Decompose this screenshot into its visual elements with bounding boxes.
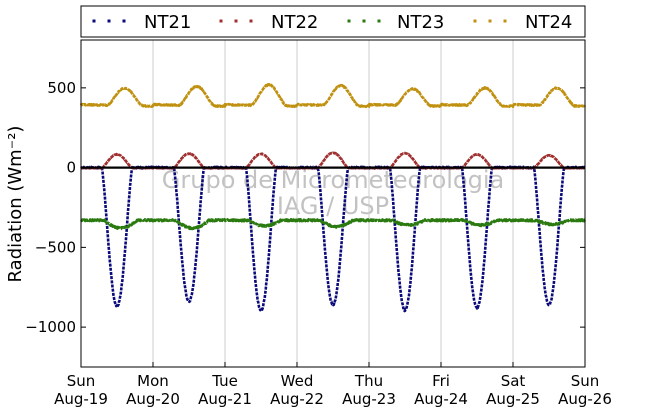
legend-marker xyxy=(377,19,381,23)
legend-marker xyxy=(503,19,507,23)
x-tick-label-day: Sat xyxy=(501,372,526,390)
watermark-line-1: Grupo de Micrometeorologia xyxy=(162,166,504,194)
legend-marker xyxy=(107,19,111,23)
x-tick-label-day: Tue xyxy=(211,372,238,390)
x-tick-label-date: Aug-26 xyxy=(558,390,612,408)
legend-marker xyxy=(92,19,96,23)
x-tick-label-day: Wed xyxy=(281,372,314,390)
x-tick-label-day: Sun xyxy=(571,372,600,390)
x-tick-label-day: Mon xyxy=(137,372,169,390)
x-tick-label-date: Aug-20 xyxy=(126,390,180,408)
x-tick-label-day: Fri xyxy=(432,372,450,390)
legend-marker xyxy=(249,19,253,23)
x-tick-label-date: Aug-22 xyxy=(270,390,324,408)
legend-marker xyxy=(347,19,351,23)
x-tick-label-date: Aug-21 xyxy=(198,390,252,408)
series-line xyxy=(79,83,587,108)
legend-marker xyxy=(488,19,492,23)
legend: NT21 NT22 NT23 NT24 xyxy=(80,5,586,38)
y-axis: −1000 −500 0 500 xyxy=(25,79,585,336)
series-line xyxy=(79,218,586,231)
x-tick-label-day: Sun xyxy=(67,372,96,390)
legend-marker xyxy=(219,19,223,23)
y-axis-title: Radiation (Wm⁻²) xyxy=(5,126,26,283)
grid-lines xyxy=(152,40,514,367)
legend-item: NT21 xyxy=(92,12,191,33)
legend-marker xyxy=(122,19,126,23)
series-nt24 xyxy=(79,83,587,108)
legend-marker xyxy=(234,19,238,23)
legend-item: NT24 xyxy=(473,12,572,33)
legend-label: NT21 xyxy=(144,12,191,33)
y-tick-label: −1000 xyxy=(25,318,76,336)
x-tick-label-date: Aug-23 xyxy=(342,390,396,408)
x-axis: SunAug-19MonAug-20TueAug-21WedAug-22ThuA… xyxy=(54,362,612,408)
y-tick-label: 0 xyxy=(66,159,76,177)
y-tick-label: −500 xyxy=(35,238,76,256)
x-tick-label-date: Aug-19 xyxy=(54,390,108,408)
plot-frame xyxy=(80,39,586,368)
legend-marker xyxy=(473,19,477,23)
legend-box xyxy=(80,5,586,38)
legend-item: NT22 xyxy=(219,12,318,33)
y-tick-label: 500 xyxy=(47,79,76,97)
series-nt23 xyxy=(79,218,586,231)
watermark-line-2: IAG / USP xyxy=(277,192,389,220)
legend-label: NT24 xyxy=(525,12,572,33)
legend-label: NT23 xyxy=(397,12,444,33)
x-tick-label-day: Thu xyxy=(354,372,383,390)
legend-label: NT22 xyxy=(271,12,318,33)
legend-marker xyxy=(362,19,366,23)
legend-item: NT23 xyxy=(347,12,444,33)
x-tick-label-date: Aug-25 xyxy=(486,390,540,408)
x-tick-label-date: Aug-24 xyxy=(414,390,468,408)
